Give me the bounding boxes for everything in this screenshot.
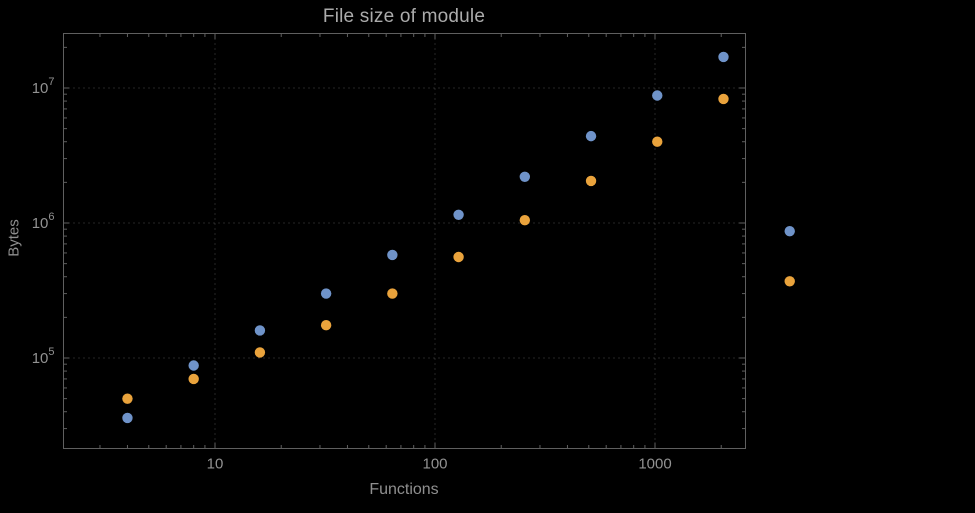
blue-series-point bbox=[122, 412, 133, 424]
orange-series-point bbox=[519, 214, 531, 226]
blue-series-point bbox=[585, 130, 597, 142]
orange-series-point bbox=[122, 393, 133, 404]
svg-text:107: 107 bbox=[32, 76, 55, 97]
orange-series-point bbox=[320, 319, 332, 331]
orange-series-point bbox=[718, 93, 729, 105]
svg-text:100: 100 bbox=[422, 456, 447, 473]
svg-text:1000: 1000 bbox=[638, 456, 671, 473]
svg-text:10: 10 bbox=[207, 456, 224, 473]
orange-series-point bbox=[652, 136, 663, 147]
blue-series-point bbox=[254, 325, 266, 336]
blue-series-point bbox=[718, 51, 729, 63]
blue-series-point bbox=[519, 171, 531, 182]
svg-text:106: 106 bbox=[32, 211, 55, 232]
orange-series-point bbox=[585, 175, 597, 187]
orange-series-point bbox=[387, 288, 398, 299]
orange-series-point bbox=[784, 276, 795, 287]
blue-series-point bbox=[188, 360, 199, 371]
blue-series-point bbox=[387, 249, 398, 261]
orange-series-point bbox=[188, 373, 199, 385]
blue-series-point bbox=[453, 209, 464, 221]
chart-title: File size of module bbox=[322, 6, 486, 27]
orange-series-point bbox=[254, 347, 266, 358]
blue-series-point bbox=[320, 288, 332, 299]
blue-series-point bbox=[784, 225, 795, 237]
orange-series-point bbox=[453, 251, 464, 263]
x-axis-label: Functions bbox=[369, 481, 439, 498]
blue-series-point bbox=[652, 90, 663, 101]
svg-text:105: 105 bbox=[32, 346, 55, 367]
